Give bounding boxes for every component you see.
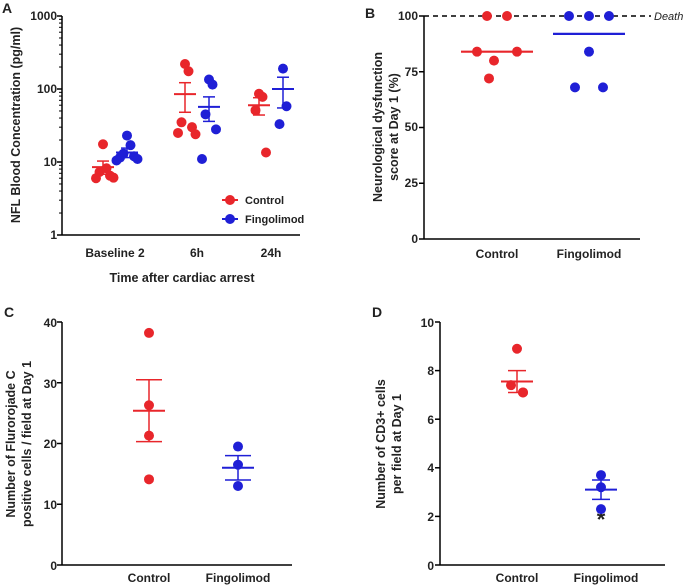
panel-a-ylabel: NFL Blood Concentration (pg/ml) [9,27,23,223]
panel-d-ylabel-line1: Number of CD3+ cells [374,379,388,509]
panel-b-fingolimod-point-1 [584,11,594,21]
panel-a-fingolimod-g1-point-3 [211,124,221,135]
panel-d-ytick-10: 10 [421,316,435,330]
panel-b-fingolimod-point-3 [584,46,594,57]
panel-c: C Number of Flurorojade C positive cells… [4,304,270,585]
panel-c-xtick-fingolimod: Fingolimod [206,571,271,585]
panel-b-xtick-fingolimod: Fingolimod [557,247,622,261]
panel-a-control-g1-point-5 [190,129,201,140]
panel-b-ylabel-line1: Neurological dysfunction [371,52,385,202]
panel-a-control-g1-point-1 [183,66,194,77]
panel-b-control-point-5 [484,73,494,84]
panel-a-fingolimod-g1-point-1 [207,79,218,90]
panel-d-ytick-4: 4 [427,461,434,475]
panel-c-ytick-0: 0 [50,559,57,573]
panel-d-control-point-0 [512,343,522,354]
panel-a-control-g1-point-2 [176,117,187,128]
panel-a-control-g2-point-1 [257,91,268,102]
panel-b-control-point-4 [489,55,499,66]
panel-c-ytick-40: 40 [44,316,58,330]
panel-d-ylabel-line2: per field at Day 1 [390,394,404,494]
panel-a: A NFL Blood Concentration (pg/ml) Time a… [2,0,304,285]
panel-a-fingolimod-g0-point-6 [111,155,122,166]
panel-a-fingolimod-g2-point-0 [278,63,288,74]
panel-d-ytick-8: 8 [427,364,434,378]
panel-a-xtick-6h: 6h [190,246,204,260]
panel-c-fingolimod-point-0 [233,441,243,452]
panel-b-fingolimod-point-2 [604,11,614,21]
panel-c-ylabel-line1: Number of Flurorojade C [4,370,18,517]
panel-a-fingolimod-g0-point-5 [132,153,143,164]
panel-c-ytick-30: 30 [44,377,58,391]
panel-a-control-g2-point-3 [261,147,271,158]
panel-d-ytick-6: 6 [427,413,434,427]
panel-a-xtick-baseline: Baseline 2 [85,246,145,260]
panel-b-ylabel-line2: score at Day 1 (%) [387,73,401,181]
panel-c-control-point-3 [144,474,154,485]
panel-a-fingolimod-g1-point-4 [197,153,207,164]
panel-a-fingolimod-g0-point-0 [122,130,132,141]
panel-d-fingolimod-point-0 [596,470,606,481]
panel-d-ytick-0: 0 [427,559,434,573]
legend-label-fingolimod: Fingolimod [245,214,304,226]
panel-b-control-point-1 [502,11,512,21]
panel-a-control-g0-point-4 [91,173,101,184]
panel-a-control-g1-point-4 [173,127,183,138]
panel-b-fingolimod-point-4 [570,82,580,93]
panel-d-label: D [372,304,382,320]
panel-c-control-point-0 [144,327,154,338]
panel-c-xtick-control: Control [128,571,171,585]
panel-b: B Neurological dysfunction score at Day … [365,5,683,261]
panel-d-xtick-fingolimod: Fingolimod [574,571,639,585]
legend-label-control: Control [245,195,284,207]
panel-a-label: A [2,0,12,16]
panel-a-xlabel: Time after cardiac arrest [110,271,256,285]
panel-b-fingolimod-point-5 [598,82,608,93]
panel-c-label: C [4,304,14,320]
panel-b-ytick-75: 75 [405,65,419,79]
panel-a-xtick-24h: 24h [261,246,282,260]
panel-a-ytick-100: 100 [37,82,57,96]
panel-a-fingolimod-g2-point-2 [274,119,285,130]
panel-b-ytick-50: 50 [405,120,419,134]
panel-d-fingolimod-point-2 [596,504,606,515]
panel-a-control-g0-point-5 [108,172,119,183]
panel-a-ytick-10: 10 [44,155,58,169]
panel-d: D Number of CD3+ cells per field at Day … [372,304,638,585]
panel-c-ytick-10: 10 [44,498,58,512]
panel-b-fingolimod-point-0 [564,11,574,21]
panel-a-ytick-1000: 1000 [30,9,57,23]
panel-a-control-g2-point-2 [250,105,261,116]
panel-c-ytick-20: 20 [44,437,58,451]
panel-d-ytick-2: 2 [427,510,434,524]
panel-b-ytick-0: 0 [411,232,418,246]
panel-a-control-g0-point-0 [98,139,108,150]
death-label: Death [654,11,683,23]
panel-b-label: B [365,5,375,21]
panel-b-ytick-100: 100 [398,9,418,23]
panel-b-ytick-25: 25 [405,176,419,190]
panel-b-control-point-0 [482,11,492,21]
panel-b-xtick-control: Control [476,247,519,261]
panel-c-fingolimod-point-2 [233,481,243,492]
panel-d-control-point-1 [506,380,516,391]
panel-a-ytick-1: 1 [50,228,57,242]
significance-asterisk: * [597,507,606,532]
panel-a-fingolimod-g1-point-2 [200,109,211,120]
panel-a-fingolimod-g2-point-1 [281,101,292,112]
panel-d-xtick-control: Control [496,571,539,585]
panel-c-ylabel-line2: positive cells / field at Day 1 [20,361,34,527]
